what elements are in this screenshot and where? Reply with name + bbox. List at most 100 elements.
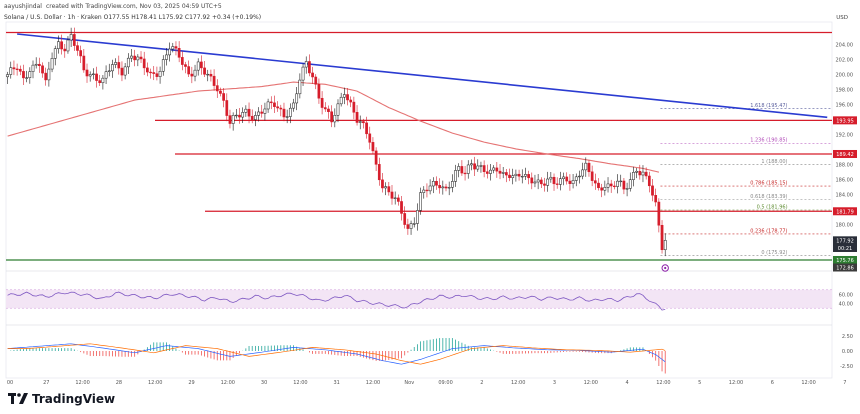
plot-frame xyxy=(5,21,833,379)
candle-body xyxy=(565,176,569,182)
candle-body xyxy=(174,46,178,49)
x-tick-label: 12:00 xyxy=(148,380,162,386)
candle-body xyxy=(606,183,610,188)
candle-body xyxy=(88,74,92,77)
candle-body xyxy=(238,114,241,118)
x-tick-label: 12:00 xyxy=(293,380,307,386)
descending-trendline xyxy=(17,33,828,119)
candle-body xyxy=(571,180,575,184)
candle-body xyxy=(609,183,613,187)
candle-body xyxy=(273,102,276,107)
candle-body xyxy=(625,188,629,190)
candle-body xyxy=(123,66,127,76)
candle-body xyxy=(508,174,511,178)
candle-body xyxy=(400,201,403,214)
fib-level-label: 0.236 (178.77) xyxy=(750,228,787,234)
fib-level-label: 1.236 (190.85) xyxy=(750,138,787,144)
candle-body xyxy=(374,150,378,165)
candle-body xyxy=(473,163,476,170)
candle-body xyxy=(511,175,515,178)
tradingview-logo[interactable]: TradingView xyxy=(8,392,115,406)
tradingview-wordmark: TradingView xyxy=(32,392,116,406)
candle-body xyxy=(212,75,216,86)
candle-body xyxy=(244,108,248,113)
candle-body xyxy=(663,240,667,251)
candle-body xyxy=(47,68,51,81)
moving-average-line xyxy=(7,81,660,173)
candle-body xyxy=(358,121,362,123)
candle-body xyxy=(193,69,197,77)
y-tick-label: 204.00 xyxy=(836,43,854,49)
candle-body xyxy=(514,173,518,176)
candle-body xyxy=(282,108,286,118)
x-tick-label: 12:00 xyxy=(511,380,525,386)
candle-body xyxy=(647,175,651,187)
candle-body xyxy=(225,100,229,116)
candle-body xyxy=(498,170,502,174)
candle-body xyxy=(416,210,419,224)
candle-body xyxy=(298,79,302,95)
author-name[interactable]: aayushjindal xyxy=(4,3,42,10)
candle-body xyxy=(301,66,305,81)
candle-body xyxy=(632,172,635,180)
candle-body xyxy=(587,162,591,173)
candle-body xyxy=(549,176,553,180)
candle-body xyxy=(603,187,607,191)
candle-body xyxy=(149,71,152,74)
candle-body xyxy=(222,93,225,101)
candle-body xyxy=(438,185,442,189)
candle-body xyxy=(95,73,98,81)
candle-body xyxy=(352,101,356,113)
candle-body xyxy=(422,189,426,193)
candle-body xyxy=(320,97,324,108)
candle-body xyxy=(15,68,19,70)
candle-body xyxy=(279,107,283,110)
candle-body xyxy=(641,171,645,176)
x-tick-label: Nov xyxy=(404,380,414,386)
x-tick-label: 6 xyxy=(771,380,774,386)
event-marker-dot xyxy=(664,266,667,270)
candle-body xyxy=(53,48,57,59)
candle-body xyxy=(187,66,191,75)
candle-body xyxy=(492,167,496,171)
candle-body xyxy=(463,172,467,175)
candle-body xyxy=(28,71,32,78)
candle-body xyxy=(527,174,530,179)
candle-body xyxy=(323,107,327,110)
candle-body xyxy=(190,73,194,77)
candle-body xyxy=(546,178,550,186)
candle-body xyxy=(530,177,534,184)
candle-body xyxy=(450,181,454,188)
candle-body xyxy=(333,115,337,123)
candle-body xyxy=(390,191,394,199)
candle-body xyxy=(104,71,108,79)
macd-tick-label: -2.50 xyxy=(840,364,853,370)
candle-body xyxy=(384,186,388,189)
x-tick-label: 4 xyxy=(626,380,629,386)
candle-body xyxy=(495,167,499,172)
current-price-tag-label: 177.92 xyxy=(836,238,854,244)
current-price-tag-label: 00:21 xyxy=(838,246,852,252)
candle-body xyxy=(234,114,238,117)
candle-body xyxy=(79,50,83,57)
candle-body xyxy=(524,174,527,177)
candle-body xyxy=(295,93,299,104)
candle-body xyxy=(171,46,175,50)
candle-body xyxy=(574,176,578,181)
candle-body xyxy=(60,41,63,50)
candle-body xyxy=(403,213,407,225)
candle-body xyxy=(342,94,346,98)
candle-body xyxy=(444,186,448,189)
candle-body xyxy=(139,56,143,60)
candle-body xyxy=(349,99,353,103)
macd-line xyxy=(7,343,666,365)
candle-body xyxy=(107,70,111,72)
current-price-tag xyxy=(833,236,857,245)
candle-body xyxy=(117,62,121,69)
candle-body xyxy=(336,103,340,116)
price-level-tag xyxy=(833,149,857,158)
candle-body xyxy=(431,181,435,187)
x-tick-label: 12:00 xyxy=(221,380,235,386)
candle-body xyxy=(479,165,483,167)
